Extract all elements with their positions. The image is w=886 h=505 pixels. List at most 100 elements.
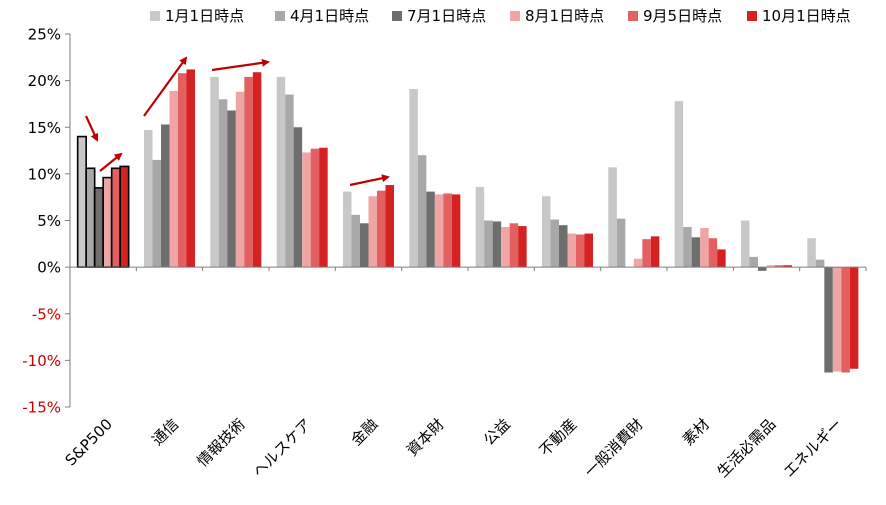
legend-swatch (392, 11, 402, 21)
bar (186, 69, 195, 268)
legend-swatch (510, 11, 520, 21)
bar (102, 176, 113, 268)
bar (749, 256, 758, 268)
bar (368, 196, 377, 268)
bar (841, 267, 850, 373)
x-tick-label: 不動産 (536, 415, 581, 460)
bar (559, 225, 568, 268)
x-tick-label: エネルギー (780, 415, 846, 481)
bar (807, 238, 816, 268)
bar (650, 236, 660, 268)
bar (700, 227, 709, 268)
bar (642, 239, 651, 268)
bar (691, 237, 701, 268)
bar (152, 159, 161, 268)
bar (484, 220, 493, 268)
y-axis: 25% 20% 15% 10% 5% 0% -5% -10% -15% (22, 26, 71, 417)
bar (815, 259, 825, 268)
bar (633, 258, 643, 268)
bar (302, 152, 311, 268)
bar (741, 220, 750, 268)
legend-label: 10月1日時点 (762, 7, 851, 25)
bar (766, 265, 775, 268)
bar (235, 91, 245, 268)
legend-swatch (150, 11, 160, 21)
x-tick-label: 公益 (480, 415, 514, 449)
bar (501, 227, 510, 268)
bar (161, 124, 170, 268)
bar (110, 167, 121, 268)
bar (119, 165, 130, 268)
bar (210, 76, 219, 268)
bar (343, 191, 352, 268)
bar (475, 186, 485, 268)
x-tick-label: S&P500 (62, 415, 116, 469)
bar (85, 167, 96, 268)
bar (276, 76, 286, 268)
bar (377, 190, 386, 268)
legend-label: 8月1日時点 (525, 7, 604, 25)
bar (244, 76, 253, 268)
bar (227, 110, 236, 268)
y-tick-label: 20% (28, 72, 61, 90)
bar (824, 267, 833, 373)
y-tick-label: 10% (28, 165, 61, 183)
chart-bars (76, 69, 859, 373)
legend-label: 4月1日時点 (290, 7, 369, 25)
bar (832, 267, 842, 372)
bar (218, 99, 228, 268)
bar (285, 94, 294, 268)
legend-swatch (747, 11, 757, 21)
bar (542, 196, 551, 268)
bar (178, 73, 187, 268)
bar (319, 147, 328, 268)
legend-swatch (628, 11, 638, 21)
y-tick-label: 0% (37, 259, 61, 277)
trend-arrow (99, 152, 123, 172)
bar (683, 227, 692, 268)
bar (849, 267, 859, 369)
x-tick-label: ヘルスケア (249, 415, 315, 481)
x-tick-label: 情報技術 (193, 415, 248, 470)
trend-arrow (211, 58, 270, 72)
bar (518, 226, 527, 268)
legend-swatch (275, 11, 285, 21)
y-tick-label: -5% (32, 305, 61, 323)
bar (708, 238, 718, 268)
bar (674, 101, 684, 268)
chart-legend: 1月1日時点 4月1日時点 7月1日時点 8月1日時点 9月5日時点 10月1日時点 (150, 7, 851, 25)
legend-label: 9月5日時点 (643, 7, 722, 25)
legend-label: 7月1日時点 (407, 7, 486, 25)
bar (758, 267, 767, 271)
bar (385, 185, 394, 268)
x-axis: S&P500 通信 情報技術 ヘルスケア 金融 資本財 公益 不動産 一般消費財 素材 生活必需品エ… (62, 266, 867, 481)
bar (492, 221, 502, 268)
bar (417, 155, 427, 268)
x-tick-label: 金融 (347, 415, 381, 449)
y-tick-label: 15% (28, 119, 61, 137)
bar (783, 265, 792, 268)
y-tick-label: 5% (37, 212, 61, 230)
legend-label: 1月1日時点 (165, 7, 244, 25)
bar (616, 218, 626, 268)
bar (550, 219, 559, 268)
trend-arrows (85, 56, 390, 187)
bar (293, 127, 303, 268)
bar (169, 90, 178, 268)
bar (252, 72, 262, 268)
y-tick-label: -15% (22, 399, 61, 417)
bar (608, 167, 617, 268)
bar (567, 233, 576, 268)
bar (509, 223, 519, 268)
bar (426, 191, 435, 268)
trend-arrow (85, 115, 99, 142)
bar (584, 233, 593, 268)
bar (360, 223, 369, 268)
bar (351, 214, 360, 268)
bar (409, 89, 418, 268)
bar (717, 249, 726, 268)
bar (775, 265, 784, 268)
x-tick-label: 資本財 (403, 415, 448, 460)
x-tick-label: 素材 (679, 415, 713, 449)
